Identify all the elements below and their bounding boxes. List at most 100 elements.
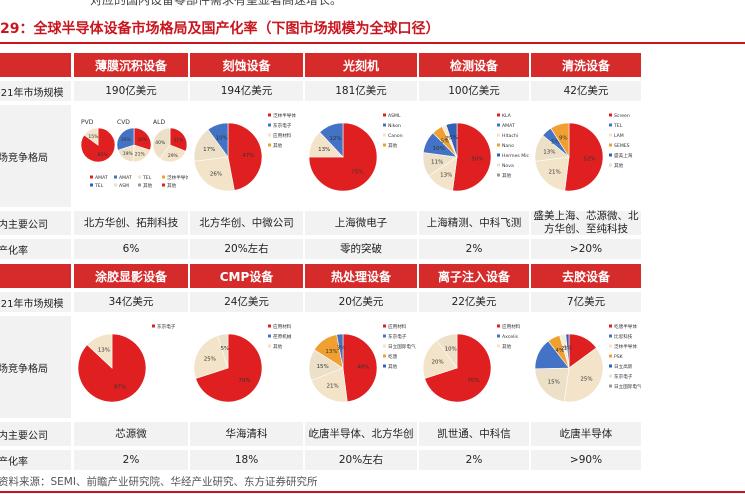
legend-swatch <box>497 133 500 137</box>
pie-slice-label: 5% <box>220 346 229 352</box>
pie-slice-label: 19% <box>123 151 134 157</box>
legend-swatch <box>383 113 386 117</box>
legend-label: AMAT <box>95 175 108 181</box>
legend-swatch <box>609 133 612 137</box>
pie-slice <box>342 333 378 403</box>
pie-slice-label: 10% <box>445 347 457 353</box>
legend-label: 应用材料 <box>388 323 407 330</box>
pie-slice-label: 13% <box>325 349 337 355</box>
legend-swatch <box>497 113 500 117</box>
companies-cell: 北方华创、拓荆科技 <box>74 211 188 235</box>
market-size-cell: 34亿美元 <box>74 292 188 312</box>
legend-label: 日立国际电气 <box>614 383 641 390</box>
companies-cell: 盛美上海、芯源微、北方华创、至纯科技 <box>531 210 641 235</box>
row-label-competition: 市场竞争格局 <box>0 316 71 418</box>
legend-label: Axcelis <box>502 334 519 340</box>
localization-rate-cell: 20%左右 <box>305 450 417 470</box>
legend-label: 应用材料 <box>273 323 292 330</box>
legend-swatch <box>609 324 612 328</box>
bottom-rule <box>0 491 745 493</box>
companies-cell: 芯源微 <box>74 422 188 446</box>
market-size-cell: 20亿美元 <box>305 292 417 312</box>
legend-label: KLA <box>502 113 512 119</box>
legend-label: TEL <box>94 183 104 189</box>
legend-swatch <box>497 173 500 177</box>
row-label-text: 2021年市场规模 <box>0 298 64 310</box>
market-size-cell: 181亿美元 <box>305 81 417 101</box>
pie-slice <box>445 122 458 158</box>
legend-label: 其他 <box>273 343 283 350</box>
pie-slice-label: 11% <box>431 160 443 166</box>
column-header: 涂胶显影设备 <box>74 264 188 288</box>
legend-label: 日立高新 <box>614 363 633 370</box>
market-size-cell: 7亿美元 <box>531 292 641 312</box>
competition-chart: 48% 21% 15% 13% 3% 应用材料 东京电子 日立国际电气 屹唐 其他 <box>305 316 417 418</box>
pie-slice-label: 15% <box>548 380 560 386</box>
legend-swatch <box>609 334 612 338</box>
legend-swatch <box>497 334 500 338</box>
pie-slice-label: 30% <box>137 137 148 143</box>
column-header: 清洗设备 <box>531 53 641 77</box>
legend-label: SEMES <box>614 143 630 149</box>
pie-slice <box>116 127 135 151</box>
column-header: CMP设备 <box>190 264 303 288</box>
competition-chart: 75% 13% 12% ASML Nikon Canon 其他 <box>305 105 417 207</box>
legend-label: 东京电子 <box>157 323 176 330</box>
row-label-size: 2021年市场规模 <box>0 292 71 312</box>
legend-swatch <box>609 123 612 127</box>
legend-label: Screen <box>614 113 630 119</box>
legend-swatch <box>162 183 165 187</box>
pie-slice <box>550 122 570 159</box>
pie-slice-label: 26% <box>210 172 222 178</box>
pie-slice-label: 25% <box>204 357 216 363</box>
localization-rate-cell: 2% <box>419 450 529 470</box>
row-label-size: 2021年市场规模 <box>0 81 71 101</box>
legend-label: 其他 <box>502 343 512 350</box>
row-label-rate: 国产化率 <box>0 239 71 259</box>
localization-rate-cell: 零的突破 <box>305 239 417 259</box>
pie-slice <box>534 367 570 403</box>
pie-slice-label: 10% <box>216 136 228 142</box>
pie-slice <box>564 122 604 192</box>
legend-label: Hitachi <box>502 133 518 139</box>
legend-swatch <box>268 324 271 328</box>
legend-swatch <box>497 344 500 348</box>
figure-title: 29：全球半导体设备市场格局及国产化率（下图市场规模为全球口径） <box>0 21 440 37</box>
legend-swatch <box>609 153 612 157</box>
pie-slice-label: 2% <box>445 136 454 142</box>
legend-swatch <box>609 364 612 368</box>
legend-label: TEL <box>142 175 152 181</box>
companies-cell: 上海微电子 <box>305 211 417 235</box>
legend-swatch <box>609 374 612 378</box>
market-size-cell: 22亿美元 <box>419 292 529 312</box>
pie-sublabel: CVD <box>117 119 130 126</box>
pie-slice-label: 15% <box>317 364 329 370</box>
pie-slice <box>424 333 492 403</box>
legend-swatch <box>383 143 386 147</box>
pie-slice <box>152 127 171 160</box>
legend-label: 东京电子 <box>273 122 292 129</box>
pie-slice-label: 20% <box>431 360 443 366</box>
top-text: 对应的国内设备零部件需求有望显著高速增长。 <box>90 0 343 7</box>
legend-swatch <box>383 123 386 127</box>
legend-swatch <box>383 324 386 328</box>
pie-slice <box>422 340 458 379</box>
pie-chart-svg: 87% 13% 东京电子 <box>77 323 176 403</box>
pie-slice <box>452 122 492 192</box>
legend-swatch <box>383 364 386 368</box>
pie-slice <box>534 156 570 192</box>
pie-slice-label: 13% <box>98 347 110 353</box>
pie-slice <box>207 122 229 158</box>
pie-slice-label: 40% <box>155 140 166 146</box>
legend-swatch <box>268 344 271 348</box>
pie-sublabel: ALD <box>153 119 165 126</box>
legend-label: 其他 <box>388 142 398 149</box>
pie-slice-label: 4% <box>555 348 564 354</box>
row-label-text: 市场竞争格局 <box>0 363 48 375</box>
legend-swatch <box>268 334 271 338</box>
localization-rate-cell: >20% <box>531 239 641 259</box>
legend-swatch <box>497 163 500 167</box>
row-label-blank <box>0 264 71 288</box>
column-header: 去胶设备 <box>531 264 641 288</box>
